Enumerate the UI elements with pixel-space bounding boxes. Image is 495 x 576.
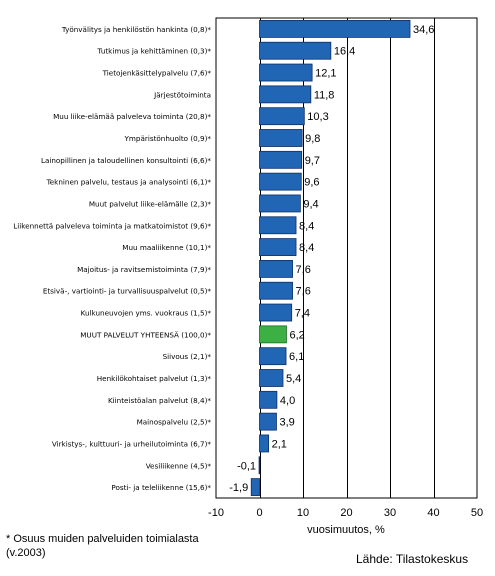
- source-note: Lähde: Tilastokeskus: [356, 552, 469, 566]
- category-label-5: Ympäristönhuolto (0,9)*: [124, 134, 212, 143]
- x-tick-40: 40: [427, 507, 439, 519]
- bar-11: [259, 260, 293, 278]
- category-label-21: Posti- ja teleliikenne (15,6)*: [111, 483, 211, 492]
- value-label-15: 6,1: [289, 351, 304, 363]
- bar-13: [259, 303, 293, 322]
- category-label-3: Järjestötoiminta: [153, 90, 211, 99]
- value-label-4: 10,3: [307, 111, 328, 123]
- value-label-12: 7,6: [296, 286, 311, 298]
- value-label-20: -0,1: [237, 460, 256, 472]
- bar-3: [259, 85, 312, 104]
- bar-19: [259, 434, 270, 453]
- value-label-18: 3,9: [279, 417, 294, 429]
- category-label-20: Vesiliikenne (4,5)*: [146, 461, 212, 470]
- x-tick-50: 50: [471, 507, 483, 519]
- bar-20: [258, 456, 261, 475]
- bar-6: [259, 150, 303, 169]
- value-label-6: 9,7: [305, 155, 320, 167]
- value-label-7: 9,6: [304, 177, 319, 189]
- value-label-1: 16,4: [334, 46, 355, 58]
- category-label-16: Henkilökohtaiset palvelut (1,3)*: [97, 374, 212, 383]
- category-label-17: Kiinteistöalan palvelut (8,4)*: [108, 396, 211, 405]
- bar-4: [259, 107, 305, 126]
- category-label-11: Majoitus- ja ravitsemistoiminta (7,9)*: [77, 265, 211, 274]
- bar-16: [259, 369, 284, 387]
- category-label-15: Siivous (2,1)*: [163, 352, 212, 361]
- category-label-12: Etsivä-, vartiointi- ja turvallisuuspalv…: [43, 287, 212, 296]
- value-label-5: 9,8: [305, 133, 320, 145]
- value-label-13: 7,4: [295, 308, 310, 320]
- x-tick-0: 0: [256, 507, 262, 519]
- value-label-10: 8,4: [299, 242, 314, 254]
- category-label-10: Muu maaliikenne (10,1)*: [122, 243, 211, 252]
- value-label-19: 2,1: [272, 438, 287, 450]
- footnote: * Osuus muiden palveluiden toimialasta (…: [6, 533, 199, 559]
- bar-8: [259, 194, 301, 213]
- value-label-21: -1,9: [229, 482, 248, 494]
- category-label-6: Lainopillinen ja taloudellinen konsultoi…: [41, 156, 211, 165]
- category-label-9: Liikennettä palveleva toiminta ja matkat…: [13, 221, 211, 230]
- bar-14: [259, 325, 287, 344]
- bar-15: [259, 347, 287, 366]
- value-label-3: 11,8: [314, 89, 335, 101]
- category-label-7: Tekninen palvelu, testaus ja analysointi…: [46, 178, 212, 187]
- category-label-4: Muu liike-elämää palveleva toiminta (20,…: [53, 112, 211, 121]
- category-label-19: Virkistys-, kulttuuri- ja urheilutoimint…: [52, 439, 212, 448]
- value-label-14: 6,2: [289, 329, 304, 341]
- category-label-8: Muut palvelut liike-elämälle (2,3)*: [89, 199, 212, 208]
- bar-5: [259, 129, 303, 147]
- value-label-11: 7,6: [296, 264, 311, 276]
- category-label-1: Tutkimus ja kehittäminen (0,3)*: [97, 47, 212, 56]
- x-tick-30: 30: [384, 507, 396, 519]
- x-tick--10: -10: [208, 507, 224, 519]
- x-tick-20: 20: [340, 507, 352, 519]
- category-label-0: Työnvälitys ja henkilöstön hankinta (0,8…: [61, 25, 212, 34]
- bar-1: [259, 41, 332, 60]
- category-label-13: Kulkuneuvojen yms. vuokraus (1,5)*: [81, 309, 212, 318]
- bar-18: [259, 412, 277, 431]
- bar-0: [259, 20, 411, 38]
- bar-9: [259, 216, 297, 235]
- x-tick-10: 10: [297, 507, 309, 519]
- category-label-18: Mainospalvelu (2,5)*: [137, 418, 212, 427]
- bar-21: [250, 478, 260, 496]
- category-label-14: MUUT PALVELUT YHTEENSÄ (100,0)*: [80, 330, 211, 339]
- bar-10: [259, 238, 297, 256]
- category-label-2: Tietojenkäsittelypalvelu (7,6)*: [102, 69, 212, 78]
- value-label-9: 8,4: [299, 220, 314, 232]
- bar-7: [259, 172, 302, 191]
- value-label-17: 4,0: [280, 395, 295, 407]
- bar-12: [259, 281, 293, 300]
- value-label-16: 5,4: [286, 373, 301, 385]
- value-label-8: 9,4: [303, 198, 318, 210]
- bar-2: [259, 63, 313, 82]
- value-label-0: 34,6: [413, 24, 434, 36]
- value-label-2: 12,1: [315, 68, 336, 80]
- x-axis-title: vuosimuutos, %: [307, 524, 385, 536]
- plot-frame: [215, 17, 478, 499]
- bar-17: [259, 390, 278, 409]
